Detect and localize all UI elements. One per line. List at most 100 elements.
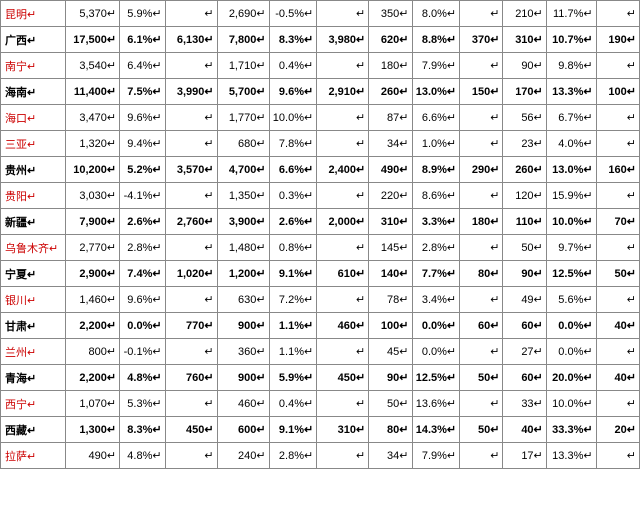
table-cell: 5.2%↵ xyxy=(120,157,165,183)
table-cell: ↵ xyxy=(165,183,217,209)
table-cell: ↵ xyxy=(460,287,503,313)
table-cell: 1,300↵ xyxy=(65,417,119,443)
table-cell: 60↵ xyxy=(503,313,546,339)
table-row: 西宁↵1,070↵5.3%↵↵460↵0.4%↵↵50↵13.6%↵↵33↵10… xyxy=(1,391,640,417)
table-cell: ↵ xyxy=(596,53,639,79)
table-cell: 610↵ xyxy=(317,261,369,287)
table-cell: 0.4%↵ xyxy=(269,53,317,79)
region-name: 广西↵ xyxy=(1,27,66,53)
table-cell: 770↵ xyxy=(165,313,217,339)
table-row: 乌鲁木齐↵2,770↵2.8%↵↵1,480↵0.8%↵↵145↵2.8%↵↵5… xyxy=(1,235,640,261)
table-cell: 180↵ xyxy=(369,53,412,79)
table-cell: ↵ xyxy=(460,1,503,27)
table-row: 兰州↵800↵-0.1%↵↵360↵1.1%↵↵45↵0.0%↵↵27↵0.0%… xyxy=(1,339,640,365)
table-cell: ↵ xyxy=(317,105,369,131)
table-cell: 3,900↵ xyxy=(217,209,269,235)
table-row: 拉萨↵490↵4.8%↵↵240↵2.8%↵↵34↵7.9%↵↵17↵13.3%… xyxy=(1,443,640,469)
table-cell: ↵ xyxy=(165,53,217,79)
table-cell: 120↵ xyxy=(503,183,546,209)
table-cell: 260↵ xyxy=(369,79,412,105)
table-cell: 10.0%↵ xyxy=(546,391,596,417)
table-cell: 1,320↵ xyxy=(65,131,119,157)
table-cell: 2,770↵ xyxy=(65,235,119,261)
table-cell: ↵ xyxy=(460,131,503,157)
table-cell: 490↵ xyxy=(369,157,412,183)
table-row: 贵州↵10,200↵5.2%↵3,570↵4,700↵6.6%↵2,400↵49… xyxy=(1,157,640,183)
table-cell: -0.1%↵ xyxy=(120,339,165,365)
table-cell: 13.3%↵ xyxy=(546,79,596,105)
table-cell: 360↵ xyxy=(217,339,269,365)
table-cell: ↵ xyxy=(165,391,217,417)
region-name: 兰州↵ xyxy=(1,339,66,365)
region-name: 宁夏↵ xyxy=(1,261,66,287)
table-cell: 145↵ xyxy=(369,235,412,261)
table-cell: 0.0%↵ xyxy=(412,339,460,365)
table-cell: 240↵ xyxy=(217,443,269,469)
table-cell: ↵ xyxy=(317,443,369,469)
table-cell: ↵ xyxy=(317,287,369,313)
table-cell: 33↵ xyxy=(503,391,546,417)
table-cell: ↵ xyxy=(596,443,639,469)
region-name: 乌鲁木齐↵ xyxy=(1,235,66,261)
table-cell: 3,470↵ xyxy=(65,105,119,131)
region-name: 贵州↵ xyxy=(1,157,66,183)
table-cell: 450↵ xyxy=(165,417,217,443)
table-cell: ↵ xyxy=(460,339,503,365)
table-cell: 5.9%↵ xyxy=(120,1,165,27)
table-cell: 9.6%↵ xyxy=(120,287,165,313)
table-cell: 34↵ xyxy=(369,443,412,469)
table-cell: 6.6%↵ xyxy=(269,157,317,183)
table-cell: 80↵ xyxy=(460,261,503,287)
table-cell: ↵ xyxy=(317,131,369,157)
table-row: 贵阳↵3,030↵-4.1%↵↵1,350↵0.3%↵↵220↵8.6%↵↵12… xyxy=(1,183,640,209)
table-cell: ↵ xyxy=(596,131,639,157)
table-cell: 9.1%↵ xyxy=(269,261,317,287)
table-cell: 8.3%↵ xyxy=(269,27,317,53)
table-cell: 1,460↵ xyxy=(65,287,119,313)
table-cell: 27↵ xyxy=(503,339,546,365)
table-cell: 7.9%↵ xyxy=(412,53,460,79)
table-cell: 4.0%↵ xyxy=(546,131,596,157)
table-cell: 13.0%↵ xyxy=(546,157,596,183)
region-name: 新疆↵ xyxy=(1,209,66,235)
table-cell: 370↵ xyxy=(460,27,503,53)
table-cell: 7.4%↵ xyxy=(120,261,165,287)
region-name: 南宁↵ xyxy=(1,53,66,79)
table-cell: 9.1%↵ xyxy=(269,417,317,443)
table-cell: ↵ xyxy=(596,391,639,417)
table-cell: ↵ xyxy=(460,443,503,469)
table-cell: ↵ xyxy=(317,235,369,261)
table-cell: 13.6%↵ xyxy=(412,391,460,417)
table-cell: 11,400↵ xyxy=(65,79,119,105)
table-cell: 5.9%↵ xyxy=(269,365,317,391)
table-cell: 1,710↵ xyxy=(217,53,269,79)
table-cell: 900↵ xyxy=(217,365,269,391)
table-cell: 140↵ xyxy=(369,261,412,287)
table-cell: 9.7%↵ xyxy=(546,235,596,261)
table-cell: 6.7%↵ xyxy=(546,105,596,131)
table-row: 宁夏↵2,900↵7.4%↵1,020↵1,200↵9.1%↵610↵140↵7… xyxy=(1,261,640,287)
table-row: 银川↵1,460↵9.6%↵↵630↵7.2%↵↵78↵3.4%↵↵49↵5.6… xyxy=(1,287,640,313)
table-cell: 460↵ xyxy=(317,313,369,339)
table-cell: 310↵ xyxy=(503,27,546,53)
table-cell: ↵ xyxy=(165,339,217,365)
table-cell: 90↵ xyxy=(503,53,546,79)
table-cell: 0.8%↵ xyxy=(269,235,317,261)
region-name: 海南↵ xyxy=(1,79,66,105)
table-cell: 40↵ xyxy=(503,417,546,443)
table-cell: 2,900↵ xyxy=(65,261,119,287)
table-cell: 350↵ xyxy=(369,1,412,27)
table-cell: 2,690↵ xyxy=(217,1,269,27)
table-cell: 12.5%↵ xyxy=(546,261,596,287)
table-cell: 7.5%↵ xyxy=(120,79,165,105)
table-cell: 1,480↵ xyxy=(217,235,269,261)
table-cell: ↵ xyxy=(460,235,503,261)
table-cell: 10.0%↵ xyxy=(269,105,317,131)
table-row: 昆明↵5,370↵5.9%↵↵2,690↵-0.5%↵↵350↵8.0%↵↵21… xyxy=(1,1,640,27)
table-cell: 87↵ xyxy=(369,105,412,131)
table-cell: 3,570↵ xyxy=(165,157,217,183)
table-cell: ↵ xyxy=(460,105,503,131)
table-row: 甘肃↵2,200↵0.0%↵770↵900↵1.1%↵460↵100↵0.0%↵… xyxy=(1,313,640,339)
table-cell: 1,020↵ xyxy=(165,261,217,287)
table-cell: 90↵ xyxy=(503,261,546,287)
